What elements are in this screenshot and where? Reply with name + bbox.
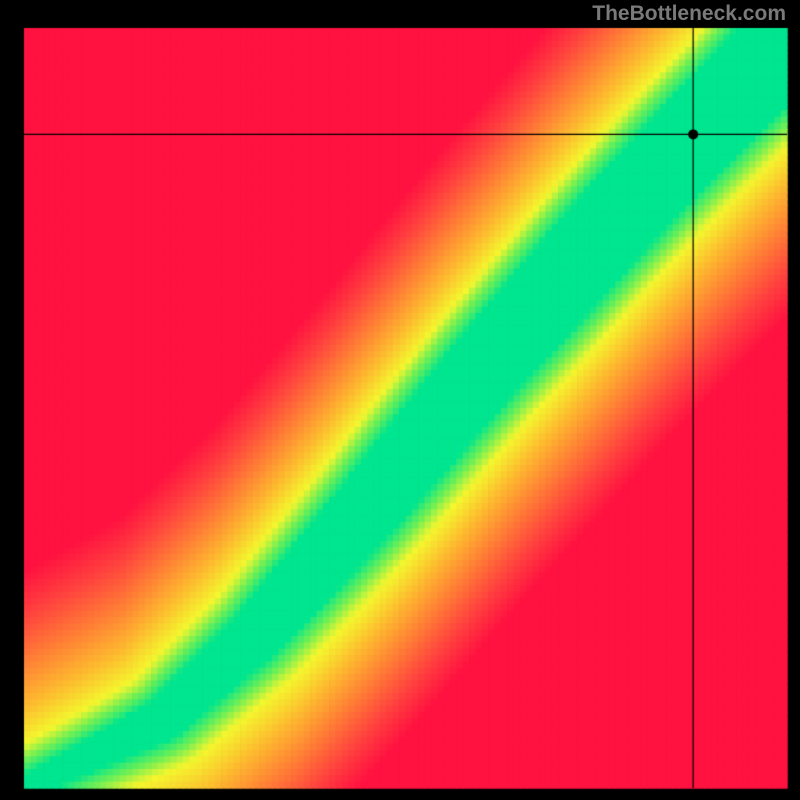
bottleneck-heatmap <box>0 0 800 800</box>
watermark-text: TheBottleneck.com <box>592 2 786 26</box>
